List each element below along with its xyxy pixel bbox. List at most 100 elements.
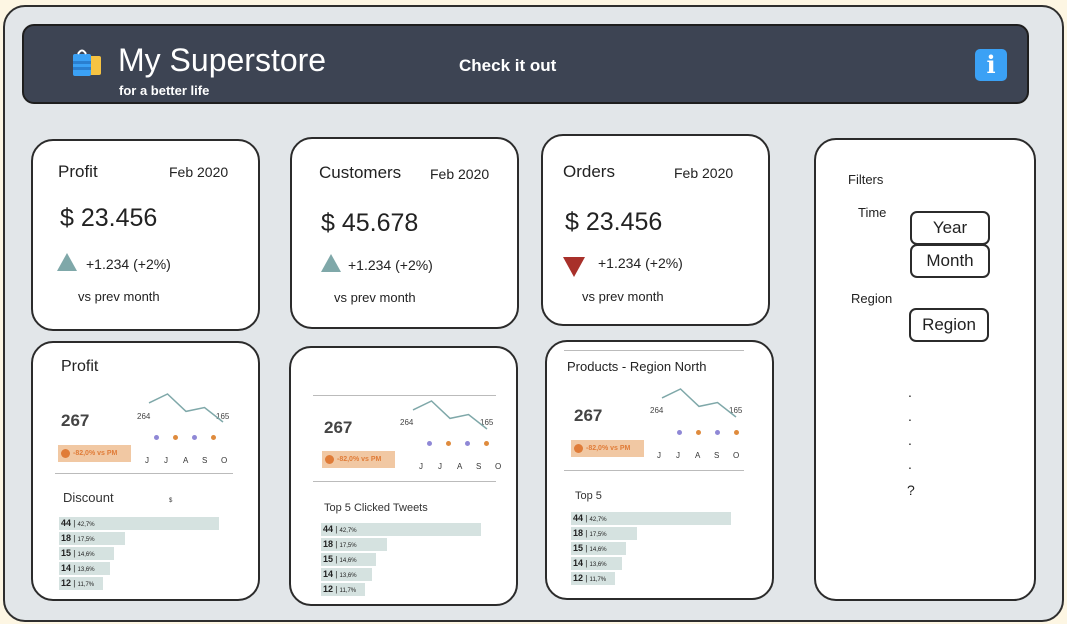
indicator-dot — [211, 435, 216, 440]
month-label: J — [164, 456, 168, 465]
indicator-dot — [734, 430, 739, 435]
panel-title: Products - Region North — [567, 359, 707, 374]
month-label: S — [714, 451, 720, 460]
bar-count: 18 — [61, 533, 72, 543]
bar-separator: | — [333, 525, 340, 534]
section-aux-label: $ — [169, 498, 173, 504]
bar-row: 14 | 13,6% — [59, 562, 110, 575]
change-badge: -82,0% vs PM — [571, 440, 644, 457]
bar-count: 14 — [323, 569, 334, 579]
sparkline-path — [148, 393, 224, 423]
header-bar: My Superstore for a better life Check it… — [22, 24, 1029, 104]
panel-big-number: 267 — [61, 411, 90, 430]
month-label: J — [419, 462, 423, 471]
month-label: J — [145, 456, 149, 465]
indicator-dot — [173, 435, 178, 440]
panel-profit: Profit 267 -82,0% vs PM 264 165 J J A S O Di… — [31, 341, 260, 601]
indicator-dot — [154, 435, 159, 440]
bar-percent: 42,7% — [339, 528, 357, 534]
bar-separator: | — [583, 529, 590, 538]
month-label: A — [695, 451, 701, 460]
month-label: J — [657, 451, 661, 460]
bar-row: 14 | 13,6% — [571, 557, 622, 570]
kpi-delta: +1.234 (+2%) — [598, 255, 683, 271]
bar-row: 15 | 14,6% — [59, 547, 114, 560]
filters-panel: Filters Time Year Month Region Region . … — [814, 138, 1036, 601]
bar-count: 18 — [573, 528, 584, 538]
sparkline — [412, 400, 488, 430]
section-title: Top 5 — [575, 490, 602, 502]
region-filter-button[interactable]: Region — [909, 308, 989, 342]
bar-percent: 14,6% — [589, 547, 607, 553]
kpi-value: $ 23.456 — [565, 208, 663, 236]
bar-row: 12 | 11,7% — [571, 572, 615, 585]
info-icon[interactable]: i — [975, 49, 1007, 81]
kpi-label: Customers — [319, 163, 402, 182]
divider — [564, 470, 744, 471]
spark-start-label: 264 — [137, 412, 151, 421]
month-label: S — [476, 462, 482, 471]
kpi-card-customers: Customers Feb 2020 $ 45.678 +1.234 (+2%)… — [290, 137, 519, 329]
bar-row: 14 | 13,6% — [321, 568, 372, 581]
kpi-label: Profit — [58, 162, 98, 181]
kpi-card-profit: Profit Feb 2020 $ 23.456 +1.234 (+2%) vs… — [31, 139, 260, 331]
bar-percent: 42,7% — [77, 522, 95, 528]
section-title: Top 5 Clicked Tweets — [324, 502, 428, 514]
trend-up-icon — [321, 254, 341, 272]
bar-separator: | — [71, 519, 78, 528]
spark-end-label: 165 — [216, 412, 230, 421]
bar-count: 44 — [61, 518, 72, 528]
bar-row: 44 | 42,7% — [571, 512, 731, 525]
bar-separator: | — [71, 579, 78, 588]
kpi-date: Feb 2020 — [169, 164, 229, 180]
bar-separator: | — [71, 549, 78, 558]
bar-percent: 17,5% — [77, 537, 95, 543]
change-badge: -82,0% vs PM — [322, 451, 395, 468]
divider — [564, 350, 744, 351]
indicator-dot — [192, 435, 197, 440]
bar-separator: | — [333, 555, 340, 564]
divider — [313, 481, 496, 482]
month-label: S — [202, 456, 208, 465]
panel-big-number: 267 — [324, 418, 353, 437]
bar-separator: | — [583, 559, 590, 568]
check-it-out-link[interactable]: Check it out — [459, 56, 557, 75]
section-title: Discount — [63, 490, 114, 505]
indicator-dot — [484, 441, 489, 446]
bar-percent: 13,6% — [589, 562, 607, 568]
month-label: O — [733, 451, 740, 460]
sparkline — [661, 388, 737, 418]
bar-percent: 13,6% — [339, 573, 357, 579]
bar-separator: | — [71, 564, 78, 573]
bar-count: 15 — [323, 554, 334, 564]
month-label: O — [221, 456, 228, 465]
sparkline-path — [661, 388, 737, 418]
month-filter-button[interactable]: Month — [910, 244, 990, 278]
spark-start-label: 264 — [650, 406, 664, 415]
indicator-dot — [465, 441, 470, 446]
year-filter-button[interactable]: Year — [910, 211, 990, 245]
kpi-value: $ 23.456 — [60, 204, 158, 232]
bar-separator: | — [71, 534, 78, 543]
bar-row: 18 | 17,5% — [59, 532, 125, 545]
region-label: Region — [851, 291, 893, 306]
app-title: My Superstore — [118, 42, 327, 78]
bar-percent: 11,7% — [77, 582, 95, 588]
bar-separator: | — [333, 540, 340, 549]
kpi-comparison: vs prev month — [582, 289, 664, 304]
kpi-comparison: vs prev month — [78, 289, 160, 304]
shopping-bag-icon — [73, 49, 101, 76]
kpi-delta: +1.234 (+2%) — [348, 257, 433, 273]
divider — [55, 473, 233, 474]
bar-percent: 13,6% — [77, 567, 95, 573]
bar-row: 44 | 42,7% — [59, 517, 219, 530]
bar-separator: | — [583, 544, 590, 553]
bar-percent: 11,7% — [339, 588, 357, 594]
bar-count: 44 — [323, 524, 334, 534]
bar-row: 15 | 14,6% — [321, 553, 376, 566]
kpi-card-orders: Orders Feb 2020 $ 23.456 +1.234 (+2%) vs… — [541, 134, 770, 326]
bar-percent: 14,6% — [77, 552, 95, 558]
divider — [313, 395, 496, 396]
kpi-date: Feb 2020 — [674, 165, 734, 181]
bar-count: 15 — [61, 548, 72, 558]
